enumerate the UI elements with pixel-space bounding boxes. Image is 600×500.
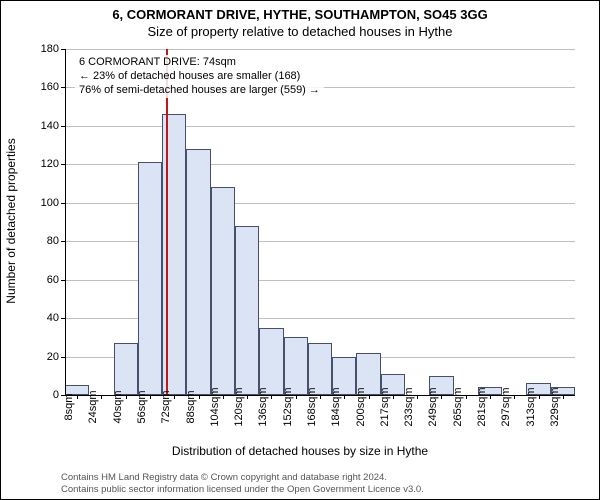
histogram-bar (211, 187, 235, 395)
histogram-bar (186, 149, 210, 395)
y-tick-label: 160 (29, 81, 59, 93)
y-tick-label: 40 (29, 312, 59, 324)
property-marker-line (166, 49, 168, 395)
y-tick-label: 80 (29, 235, 59, 247)
y-tick-label: 100 (29, 197, 59, 209)
y-tick-label: 0 (29, 389, 59, 401)
x-tick-mark (101, 395, 102, 399)
x-tick-label: 72sqm (160, 390, 172, 423)
histogram-bar (259, 328, 283, 395)
x-tick-label: 40sqm (112, 390, 124, 423)
y-tick-mark (61, 357, 65, 358)
x-tick-label: 329sqm (549, 387, 561, 426)
grid-line (65, 49, 575, 50)
x-tick-mark (320, 395, 321, 399)
y-tick-label: 20 (29, 351, 59, 363)
y-tick-mark (61, 164, 65, 165)
x-tick-label: 281sqm (476, 387, 488, 426)
y-tick-mark (61, 280, 65, 281)
annotation-line3: 76% of semi-detached houses are larger (… (79, 84, 320, 98)
x-tick-mark (539, 395, 540, 399)
x-tick-label: 297sqm (500, 387, 512, 426)
grid-line (65, 126, 575, 127)
x-tick-mark (514, 395, 515, 399)
x-tick-mark (393, 395, 394, 399)
histogram-bar (235, 226, 259, 395)
x-tick-mark (77, 395, 78, 399)
x-tick-mark (126, 395, 127, 399)
footer-line1: Contains HM Land Registry data © Crown c… (61, 472, 424, 483)
x-tick-label: 104sqm (209, 387, 221, 426)
y-tick-mark (61, 241, 65, 242)
y-tick-mark (61, 49, 65, 50)
x-tick-mark (417, 395, 418, 399)
chart-container: 6, CORMORANT DRIVE, HYTHE, SOUTHAMPTON, … (0, 0, 600, 500)
histogram-bar (138, 162, 162, 395)
x-tick-mark (490, 395, 491, 399)
x-tick-label: 184sqm (330, 387, 342, 426)
y-tick-label: 120 (29, 158, 59, 170)
x-tick-mark (344, 395, 345, 399)
x-tick-label: 249sqm (427, 387, 439, 426)
x-axis-label: Distribution of detached houses by size … (1, 444, 599, 458)
x-tick-label: 168sqm (306, 387, 318, 426)
y-tick-label: 60 (29, 274, 59, 286)
y-tick-label: 180 (29, 43, 59, 55)
y-tick-label: 140 (29, 120, 59, 132)
x-tick-mark (271, 395, 272, 399)
histogram-bar (114, 343, 138, 395)
x-tick-mark (150, 395, 151, 399)
y-axis-line (65, 49, 66, 395)
x-tick-label: 8sqm (63, 394, 75, 421)
x-tick-mark (563, 395, 564, 399)
x-tick-mark (369, 395, 370, 399)
footer-attribution: Contains HM Land Registry data © Crown c… (61, 472, 424, 495)
x-tick-mark (199, 395, 200, 399)
y-tick-mark (61, 87, 65, 88)
x-tick-label: 88sqm (185, 390, 197, 423)
x-tick-label: 24sqm (87, 390, 99, 423)
histogram-bar (284, 337, 308, 395)
x-tick-label: 233sqm (403, 387, 415, 426)
y-tick-mark (61, 126, 65, 127)
x-tick-mark (223, 395, 224, 399)
chart-title-address: 6, CORMORANT DRIVE, HYTHE, SOUTHAMPTON, … (1, 7, 599, 22)
annotation-line1: 6 CORMORANT DRIVE: 74sqm (79, 56, 320, 70)
x-tick-mark (174, 395, 175, 399)
plot-area: 6 CORMORANT DRIVE: 74sqm ← 23% of detach… (65, 49, 575, 395)
y-axis-label: Number of detached properties (4, 138, 18, 303)
chart-subtitle: Size of property relative to detached ho… (1, 24, 599, 39)
x-tick-label: 152sqm (282, 387, 294, 426)
x-tick-label: 120sqm (233, 387, 245, 426)
annotation-box: 6 CORMORANT DRIVE: 74sqm ← 23% of detach… (75, 55, 324, 98)
x-tick-mark (466, 395, 467, 399)
x-tick-label: 265sqm (452, 387, 464, 426)
x-tick-label: 56sqm (136, 390, 148, 423)
x-tick-mark (247, 395, 248, 399)
footer-line2: Contains public sector information licen… (61, 484, 424, 495)
annotation-line2: ← 23% of detached houses are smaller (16… (79, 70, 320, 84)
y-tick-mark (61, 318, 65, 319)
x-tick-label: 313sqm (525, 387, 537, 426)
x-tick-label: 217sqm (379, 387, 391, 426)
x-tick-mark (296, 395, 297, 399)
y-tick-mark (61, 203, 65, 204)
x-tick-label: 136sqm (257, 387, 269, 426)
x-tick-label: 200sqm (355, 387, 367, 426)
x-tick-mark (441, 395, 442, 399)
